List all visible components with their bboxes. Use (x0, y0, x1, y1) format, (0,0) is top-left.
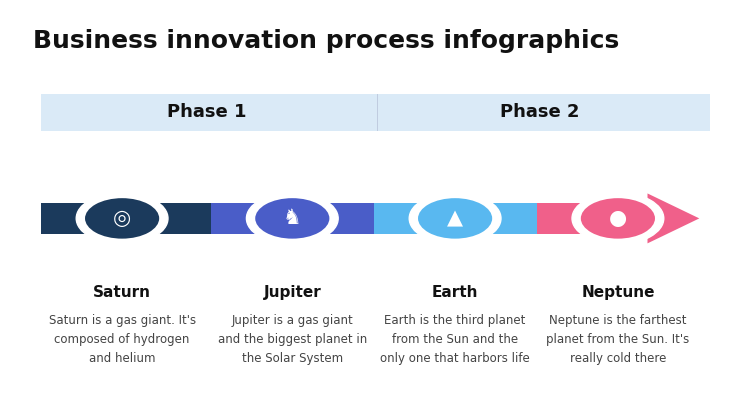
Bar (211, 203, 374, 234)
Circle shape (76, 193, 168, 244)
Text: Earth is the third planet
from the Sun and the
only one that harbors life: Earth is the third planet from the Sun a… (380, 314, 530, 365)
Text: Neptune is the farthest
planet from the Sun. It's
really cold there: Neptune is the farthest planet from the … (546, 314, 690, 365)
Circle shape (417, 197, 494, 240)
Text: ◎: ◎ (113, 208, 131, 228)
Text: Jupiter is a gas giant
and the biggest planet in
the Solar System: Jupiter is a gas giant and the biggest p… (218, 314, 367, 365)
Bar (41, 94, 710, 131)
Text: Jupiter: Jupiter (263, 285, 321, 300)
Polygon shape (648, 193, 699, 243)
Text: ●: ● (609, 208, 627, 228)
Circle shape (84, 197, 161, 240)
Circle shape (254, 197, 331, 240)
Text: Saturn is a gas giant. It's
composed of hydrogen
and helium: Saturn is a gas giant. It's composed of … (49, 314, 195, 365)
Circle shape (579, 197, 656, 240)
Bar (377, 94, 378, 131)
Text: ▲: ▲ (447, 208, 463, 228)
Text: Neptune: Neptune (581, 285, 655, 300)
Text: Earth: Earth (432, 285, 478, 300)
Text: Phase 1: Phase 1 (167, 103, 247, 121)
Text: Business innovation process infographics: Business innovation process infographics (33, 29, 619, 53)
Text: ♞: ♞ (283, 208, 302, 228)
Circle shape (409, 193, 501, 244)
Bar (374, 203, 536, 234)
Circle shape (246, 193, 338, 244)
Circle shape (572, 193, 664, 244)
Bar (41, 203, 211, 234)
Bar (536, 203, 648, 234)
Text: Saturn: Saturn (93, 285, 151, 300)
Text: Phase 2: Phase 2 (500, 103, 580, 121)
